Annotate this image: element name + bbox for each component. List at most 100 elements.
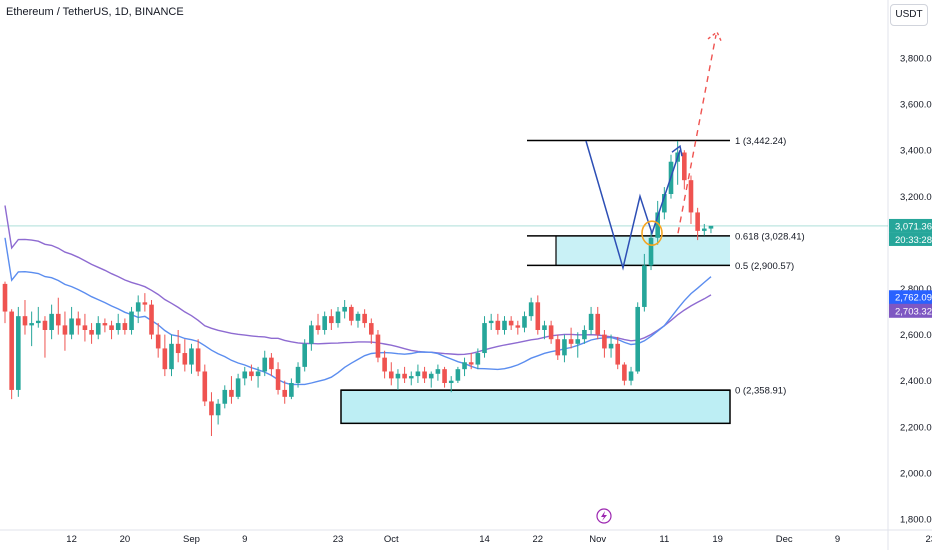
candle-body — [129, 311, 134, 330]
candle-body — [702, 228, 707, 231]
candle-body — [482, 323, 487, 354]
candle-body — [448, 380, 454, 384]
candle-body — [335, 311, 341, 324]
candle-body — [622, 364, 627, 381]
current-price-badge — [889, 218, 932, 233]
candle-body — [189, 348, 194, 365]
candle-body — [2, 283, 8, 312]
x-tick-label: 23 — [333, 534, 344, 545]
candle-body — [362, 313, 367, 324]
candle-body — [202, 371, 208, 402]
ma-slow-line — [4, 205, 712, 356]
candle-body — [435, 369, 441, 374]
projection-arrowhead — [671, 144, 683, 157]
candle-body — [162, 348, 168, 370]
candle-body — [182, 353, 188, 365]
candle-body — [82, 325, 88, 330]
candle-body — [422, 371, 427, 379]
candle-body — [688, 180, 694, 213]
candle-body — [535, 302, 541, 330]
candle-body — [9, 311, 14, 390]
candle-body — [295, 366, 301, 384]
candle-body — [282, 389, 288, 397]
candle-body — [289, 383, 294, 397]
candle-body — [608, 343, 614, 349]
candle-body — [508, 320, 514, 326]
candle-body — [115, 323, 121, 330]
candle-body — [602, 334, 607, 349]
candle-body — [155, 334, 161, 349]
candle-body — [62, 325, 68, 335]
candle-body — [542, 325, 547, 330]
dashed-projection-line — [677, 34, 717, 234]
candle-body — [22, 316, 28, 326]
candle-body — [309, 325, 314, 344]
y-tick-label: 1,800.00 — [900, 515, 932, 526]
candle-body — [655, 212, 660, 238]
candle-body — [682, 152, 687, 181]
candle-body — [415, 371, 421, 377]
ma-slow-badge — [889, 303, 932, 318]
candle-body — [135, 302, 141, 312]
candle-body — [195, 348, 201, 372]
candle-body — [462, 362, 467, 370]
x-tick-label: 20 — [120, 534, 131, 545]
candle-body — [269, 357, 274, 370]
x-tick-label: Dec — [776, 534, 793, 545]
dashed-arrowhead — [707, 30, 723, 44]
y-tick-label: 2,800.00 — [900, 284, 932, 295]
candle-body — [582, 329, 587, 340]
candle-body — [695, 212, 700, 231]
candle-body — [475, 353, 481, 365]
candle-body — [628, 371, 634, 381]
candle-body — [329, 316, 334, 324]
candle-body — [29, 323, 34, 326]
lower-zone — [340, 389, 731, 425]
candle-body — [122, 323, 128, 330]
ma-fast-line — [4, 237, 712, 386]
candle-body — [175, 343, 181, 354]
candle-body — [635, 306, 640, 372]
candle-body — [235, 378, 241, 397]
candle-body — [315, 325, 321, 330]
candle-body — [255, 371, 261, 377]
countdown-badge — [889, 232, 932, 246]
candle-body — [382, 357, 387, 372]
candle-body — [89, 329, 94, 335]
candle-body — [555, 339, 561, 356]
candle-body — [495, 320, 501, 330]
candle-body — [515, 325, 521, 328]
candle-body — [562, 339, 567, 356]
y-tick-label: 2,000.00 — [900, 468, 932, 479]
candle-body — [369, 323, 374, 335]
candle-body — [455, 369, 461, 381]
candle-body — [95, 323, 101, 335]
ma-slow-badge-text: 2,703.32 — [895, 306, 932, 317]
candle-body — [708, 225, 714, 229]
candle-body — [522, 316, 527, 328]
candle-body — [388, 371, 394, 379]
candle-body — [262, 357, 268, 372]
candle-body — [275, 369, 281, 390]
candle-body — [662, 193, 667, 213]
candle-body — [375, 334, 381, 358]
candle-body — [648, 237, 654, 266]
candle-body — [642, 265, 647, 307]
candle-body — [568, 339, 574, 344]
candle-body — [488, 320, 494, 324]
candle-body — [428, 373, 434, 379]
candle-body — [502, 320, 507, 330]
x-tick-label: 14 — [479, 534, 490, 545]
x-tick-label: Sep — [183, 534, 200, 545]
candle-body — [75, 318, 81, 326]
y-tick-label: 2,400.00 — [900, 376, 932, 387]
candle-body — [169, 343, 174, 370]
y-tick-label: 3,800.00 — [900, 54, 932, 65]
candle-body — [149, 304, 154, 335]
current-price-text: 3,071.36 — [895, 221, 932, 232]
candle-body — [349, 306, 354, 321]
x-tick-label: 11 — [659, 534, 669, 545]
currency-button[interactable]: USDT — [890, 4, 928, 26]
candle-body — [36, 320, 41, 324]
